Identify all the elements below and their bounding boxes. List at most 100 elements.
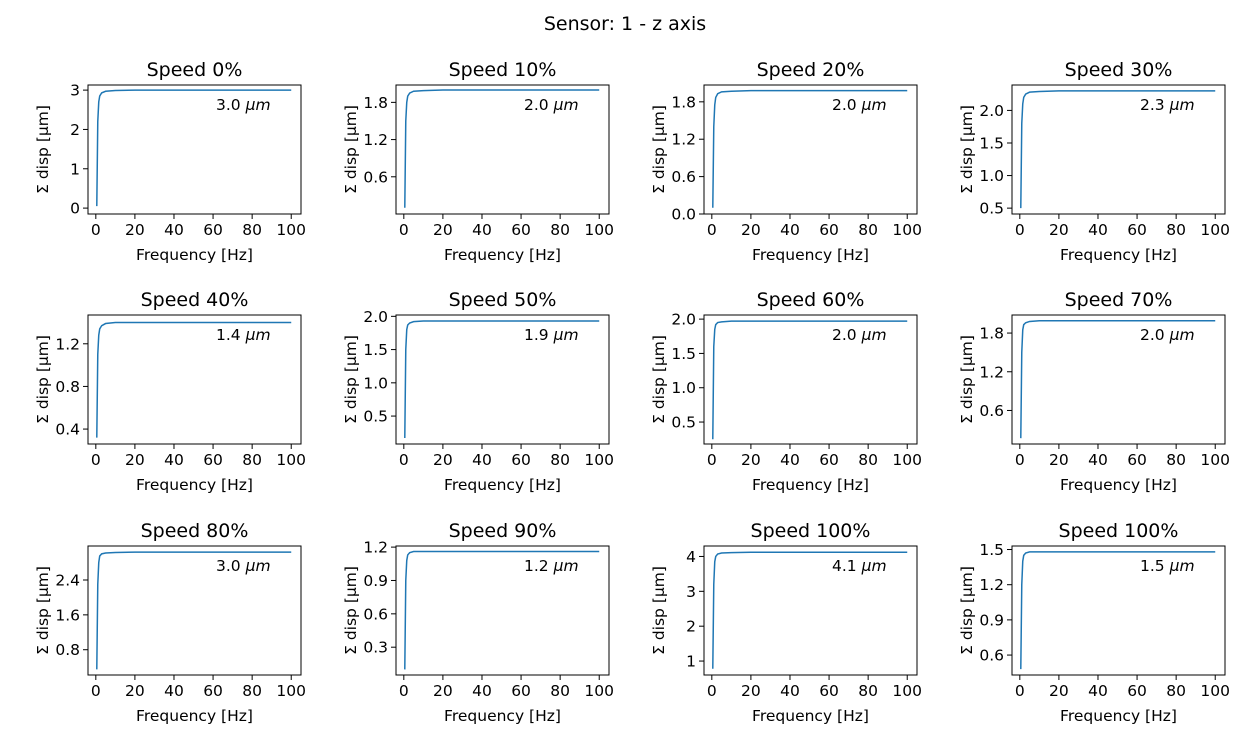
series-line <box>712 320 908 440</box>
y-tick-label: 0.6 <box>363 605 388 623</box>
axes-frame <box>87 545 302 676</box>
total-displacement-annotation: 2.3 μm <box>1140 96 1195 114</box>
x-tick-label: 40 <box>780 682 800 700</box>
series-line <box>712 551 908 669</box>
y-tick-label: 0.8 <box>55 641 80 659</box>
subplot-title: Speed 20% <box>757 59 865 81</box>
total-displacement-annotation: 2.0 μm <box>1140 326 1195 344</box>
total-displacement-annotation: 1.2 μm <box>524 557 579 575</box>
x-tick-label: 100 <box>892 221 922 239</box>
x-tick-label: 0 <box>91 221 101 239</box>
x-tick-label: 0 <box>707 451 717 469</box>
subplot-title: Speed 0% <box>147 59 243 81</box>
annotation-unit: μm <box>861 326 887 344</box>
axes-frame <box>703 545 918 676</box>
subplot-title: Speed 10% <box>449 59 557 81</box>
annotation-unit: μm <box>553 326 579 344</box>
x-tick-label: 40 <box>164 682 184 700</box>
x-tick-label: 20 <box>433 682 453 700</box>
x-tick-label: 40 <box>472 682 492 700</box>
total-displacement-annotation: 1.4 μm <box>216 326 271 344</box>
annotation-unit: μm <box>245 96 271 114</box>
x-tick-label: 0 <box>399 221 409 239</box>
y-axis-label: Σ disp [μm] <box>958 335 976 424</box>
subplot-title: Speed 80% <box>141 520 249 542</box>
x-tick-label: 80 <box>242 682 262 700</box>
series-line <box>404 320 600 439</box>
series-line <box>1020 90 1216 209</box>
x-tick-label: 80 <box>1166 221 1186 239</box>
x-tick-label: 80 <box>1166 451 1186 469</box>
x-tick-label: 80 <box>242 221 262 239</box>
axes-frame <box>395 545 610 676</box>
subplot-title: Speed 60% <box>757 289 865 311</box>
y-tick-label: 0.6 <box>671 168 696 186</box>
y-tick-label: 1.8 <box>671 93 696 111</box>
x-tick-label: 60 <box>819 221 839 239</box>
y-tick-label: 0.5 <box>671 414 696 432</box>
x-tick-label: 80 <box>550 221 570 239</box>
x-tick-label: 20 <box>741 451 761 469</box>
series-line <box>96 89 292 207</box>
total-displacement-annotation: 2.0 μm <box>524 96 579 114</box>
annotation-unit: μm <box>861 557 887 575</box>
subplot-1: Speed 10% 0 20 40 60 80 100 0.6 1.2 1.8 Frequency … <box>342 59 614 264</box>
x-tick-label: 100 <box>276 221 306 239</box>
x-axis-label: Frequency [Hz] <box>1060 707 1177 725</box>
x-tick-label: 40 <box>472 451 492 469</box>
y-axis-label: Σ disp [μm] <box>34 335 52 424</box>
x-tick-label: 60 <box>1127 451 1147 469</box>
y-tick-label: 1.0 <box>363 374 388 392</box>
x-tick-label: 40 <box>164 221 184 239</box>
x-tick-label: 40 <box>780 451 800 469</box>
series-line <box>712 89 908 208</box>
subplot-2: Speed 20% 0 20 40 60 80 100 0.0 0.6 1.2 1.8 Frequen… <box>650 59 922 264</box>
y-tick-label: 1.8 <box>363 94 388 112</box>
annotation-value: 2.0 <box>832 96 857 114</box>
y-tick-label: 0.6 <box>979 402 1004 420</box>
total-displacement-annotation: 1.5 μm <box>1140 557 1195 575</box>
y-tick-label: 1.0 <box>979 167 1004 185</box>
x-tick-label: 20 <box>125 221 145 239</box>
y-axis-label: Σ disp [μm] <box>34 105 52 194</box>
x-tick-label: 80 <box>858 451 878 469</box>
x-tick-label: 60 <box>203 451 223 469</box>
y-tick-label: 1.5 <box>979 541 1004 559</box>
x-axis-label: Frequency [Hz] <box>1060 476 1177 494</box>
x-tick-label: 100 <box>276 682 306 700</box>
x-tick-label: 0 <box>707 682 717 700</box>
x-tick-label: 60 <box>819 451 839 469</box>
y-axis-label: Σ disp [μm] <box>342 566 360 655</box>
y-tick-label: 2.0 <box>363 308 388 326</box>
x-tick-label: 20 <box>1049 682 1069 700</box>
x-tick-label: 100 <box>276 451 306 469</box>
x-tick-label: 60 <box>1127 221 1147 239</box>
subplot-0: Speed 0% 0 20 40 60 80 100 0 1 2 3 Frequency [Hz] Σ … <box>34 59 306 264</box>
x-axis-label: Frequency [Hz] <box>136 707 253 725</box>
annotation-unit: μm <box>1169 326 1195 344</box>
x-axis-label: Frequency [Hz] <box>752 246 869 264</box>
x-tick-label: 0 <box>1015 682 1025 700</box>
y-tick-label: 0.8 <box>55 378 80 396</box>
x-tick-label: 20 <box>125 451 145 469</box>
x-tick-label: 60 <box>819 682 839 700</box>
x-tick-label: 20 <box>1049 451 1069 469</box>
annotation-unit: μm <box>1169 96 1195 114</box>
x-axis-label: Frequency [Hz] <box>444 246 561 264</box>
series-line <box>404 550 600 670</box>
x-tick-label: 60 <box>511 682 531 700</box>
x-tick-label: 40 <box>780 221 800 239</box>
x-tick-label: 0 <box>399 682 409 700</box>
x-tick-label: 20 <box>1049 221 1069 239</box>
x-axis-label: Frequency [Hz] <box>1060 246 1177 264</box>
y-axis-label: Σ disp [μm] <box>958 566 976 655</box>
annotation-value: 1.4 <box>216 326 241 344</box>
y-tick-label: 3 <box>686 583 696 601</box>
y-tick-label: 0.6 <box>363 168 388 186</box>
y-tick-label: 1.2 <box>363 131 388 149</box>
y-tick-label: 0.5 <box>363 408 388 426</box>
total-displacement-annotation: 3.0 μm <box>216 96 271 114</box>
axes-frame <box>87 314 302 445</box>
y-tick-label: 1.5 <box>979 134 1004 152</box>
